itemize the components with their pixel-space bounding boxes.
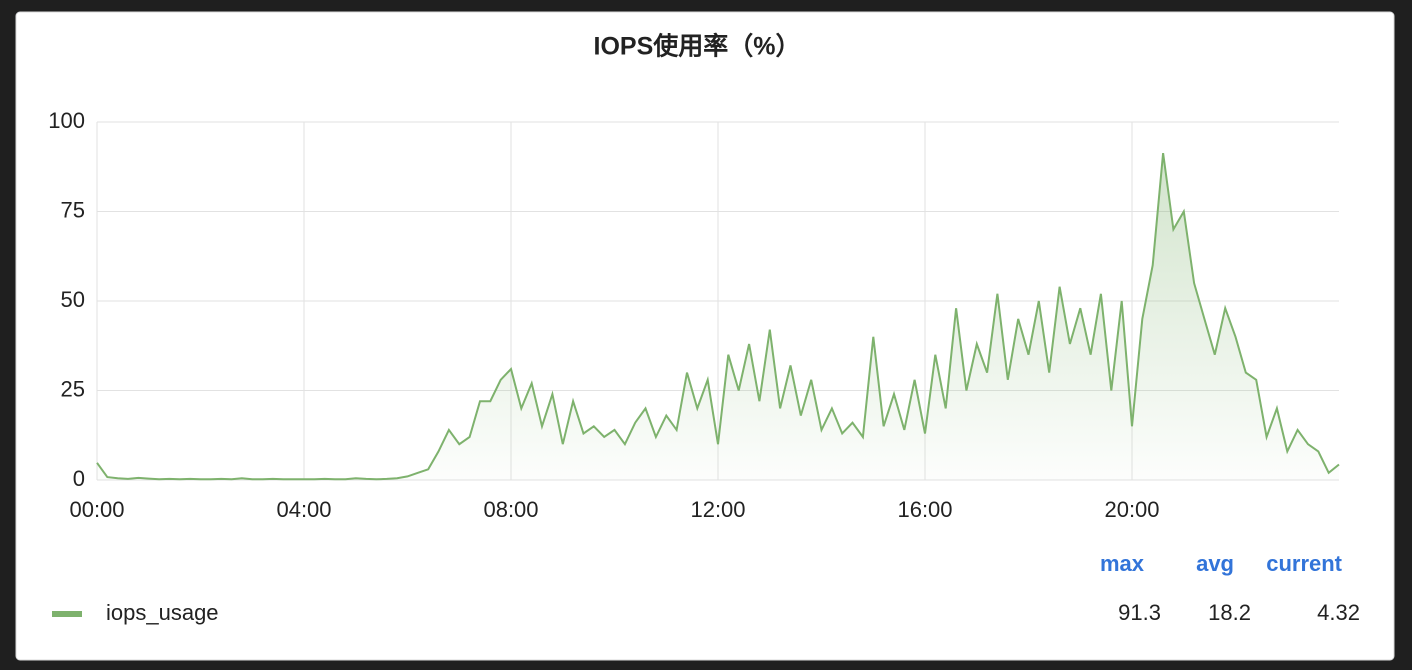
legend-value: 91.3: [1118, 600, 1161, 625]
y-tick-label: 25: [61, 376, 85, 401]
panel: [15, 11, 1395, 661]
chart-title: IOPS使用率（%）: [594, 32, 801, 61]
area: [97, 153, 1339, 480]
line: [96, 152, 1340, 481]
x-tick-label: 20:00: [1104, 497, 1159, 522]
x-tick-label: 12:00: [690, 497, 745, 522]
x-tick-label: 04:00: [276, 497, 331, 522]
x-tick-label: 08:00: [483, 497, 538, 522]
x-tick-label: 00:00: [69, 497, 124, 522]
legend-swatch: [52, 611, 82, 617]
y-tick-label: 50: [61, 287, 85, 312]
y-tick-label: 0: [73, 466, 85, 491]
y-tick-label: 75: [61, 197, 85, 222]
legend-value: 18.2: [1208, 600, 1251, 625]
legend-value: 4.32: [1317, 600, 1360, 625]
legend-column-header: max: [1100, 551, 1145, 576]
legend-column-header: current: [1266, 551, 1342, 576]
legend-column-header: avg: [1196, 551, 1234, 576]
x-tick-label: 16:00: [897, 497, 952, 522]
y-tick-label: 100: [48, 108, 85, 133]
legend-label: iops_usage: [106, 600, 219, 625]
